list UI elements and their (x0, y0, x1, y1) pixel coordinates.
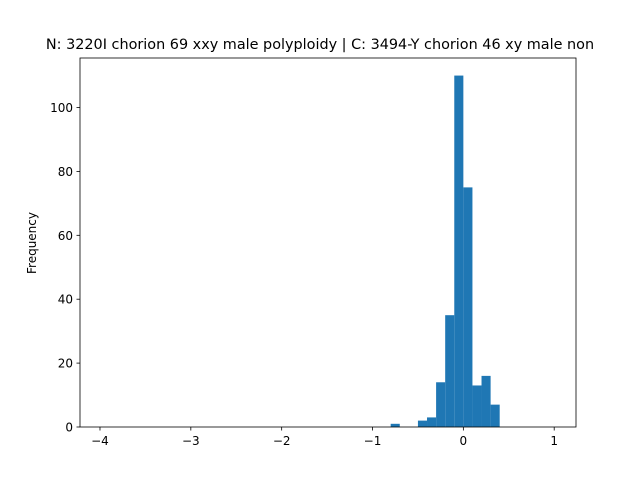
histogram-bar (427, 417, 437, 427)
x-tick-label: −1 (364, 434, 382, 448)
y-tick-label: 0 (65, 421, 73, 435)
chart-title: N: 3220I chorion 69 xxy male polyploidy … (46, 37, 594, 53)
histogram-bar (390, 423, 400, 427)
histogram-bar (454, 75, 464, 428)
x-axis: −4 −3 −2 −1 0 1 (91, 427, 558, 448)
y-tick-label: 60 (58, 229, 73, 243)
y-tick-label: 100 (50, 101, 73, 115)
histogram-bar (472, 385, 482, 427)
y-tick-label: 20 (58, 357, 73, 371)
bar-group (390, 75, 500, 428)
x-tick-label: −3 (182, 434, 200, 448)
y-axis: 0 20 40 60 80 100 (50, 101, 80, 435)
y-tick-label: 80 (58, 165, 73, 179)
plot-frame (79, 57, 577, 428)
y-tick-label: 40 (58, 293, 73, 307)
histogram-bar (445, 315, 455, 427)
histogram-bar (417, 420, 428, 427)
y-axis-label: Frequency (25, 212, 39, 274)
x-tick-label: −4 (91, 434, 109, 448)
histogram-bar (436, 382, 446, 427)
histogram-bar (490, 404, 500, 427)
histogram-bar (463, 187, 473, 427)
x-tick-label: −2 (273, 434, 291, 448)
x-tick-label: 0 (460, 434, 468, 448)
histogram-bar (481, 375, 491, 427)
x-tick-label: 1 (550, 434, 558, 448)
